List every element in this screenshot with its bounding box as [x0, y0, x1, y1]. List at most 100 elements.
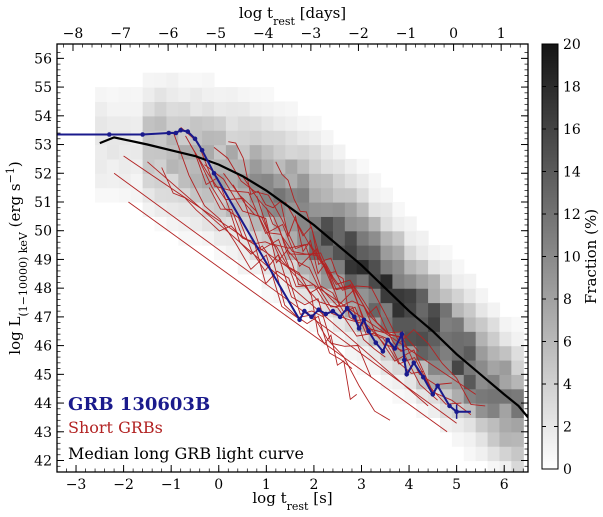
- grb-130603b-point: [173, 130, 179, 136]
- heatmap-cell: [368, 187, 382, 203]
- grb-130603b-point: [430, 392, 436, 397]
- heatmap-cell: [285, 144, 298, 160]
- heatmap-cell: [356, 158, 370, 174]
- heatmap-cell: [344, 316, 358, 332]
- heatmap-cell: [178, 216, 191, 232]
- heatmap-cell: [499, 417, 512, 433]
- short-grb-curve: [147, 161, 429, 407]
- heatmap-cell: [368, 273, 382, 289]
- heatmap-cell: [475, 359, 489, 375]
- heatmap-cell: [166, 216, 179, 232]
- heatmap-cell: [225, 173, 239, 189]
- heatmap-cell: [475, 345, 489, 361]
- heatmap-cell: [463, 417, 477, 433]
- heatmap-cell: [404, 331, 417, 347]
- x-tick-label: 6: [500, 477, 509, 493]
- short-grb-curve: [265, 207, 357, 401]
- heatmap-cell: [285, 115, 298, 131]
- heatmap-cell: [273, 130, 286, 146]
- grb-130603b-point: [309, 314, 314, 320]
- heatmap-cell: [332, 230, 346, 246]
- heatmap-cell: [297, 173, 310, 189]
- median-long-grb-curve: [99, 136, 528, 419]
- heatmap-cell: [487, 431, 501, 447]
- heatmap-cell: [368, 259, 382, 275]
- heatmap-cell: [142, 87, 156, 103]
- heatmap-cell: [95, 87, 108, 103]
- heatmap-cell: [451, 273, 465, 289]
- heatmap-cell: [463, 331, 477, 347]
- heatmap-cell: [249, 115, 263, 131]
- heatmap-cell: [225, 144, 239, 160]
- grb-130603b-point: [356, 326, 362, 331]
- heatmap-cell: [463, 374, 477, 390]
- heatmap-cell: [202, 72, 215, 88]
- heatmap-cell: [130, 173, 144, 189]
- grb-130603b-point: [421, 374, 426, 380]
- top-tick-label: 1: [497, 26, 506, 42]
- heatmap-cell: [463, 288, 477, 304]
- y-title-close: ): [6, 161, 24, 167]
- heatmap-cell: [225, 87, 239, 103]
- heatmap-cell: [95, 144, 108, 160]
- heatmap-cell: [463, 302, 477, 318]
- heatmap-cell: [511, 345, 524, 361]
- heatmap-cell: [154, 201, 168, 217]
- heatmap-cell: [487, 345, 501, 361]
- heatmap-cell: [214, 130, 227, 146]
- grb-130603b-point: [337, 314, 343, 320]
- heatmap-cell: [428, 302, 441, 318]
- heatmap-cell: [499, 331, 512, 347]
- heatmap-cell: [463, 345, 477, 361]
- heatmap-cell: [404, 259, 417, 275]
- y-axis-title: log L(1−10000) keV (erg s−1): [4, 161, 30, 354]
- y-title-unit: (erg s: [6, 183, 24, 232]
- heatmap-cell: [380, 374, 394, 390]
- heatmap-cell: [261, 87, 275, 103]
- heatmap-cell: [439, 288, 453, 304]
- heatmap-cell: [142, 101, 156, 117]
- heatmap-cell: [392, 245, 405, 261]
- colorbar-tick-label: 8: [563, 292, 572, 308]
- heatmap-cell: [392, 201, 405, 217]
- y-tick-label: 51: [34, 195, 52, 211]
- y-title-main: log L: [6, 317, 24, 355]
- heatmap-cell: [499, 374, 512, 390]
- axis-titles: log trest [s]log trest [days]log L(1−100…: [4, 4, 347, 513]
- short-grb-curve: [173, 132, 391, 421]
- heatmap-cell: [273, 230, 286, 246]
- heatmap-cell: [190, 158, 203, 174]
- heatmap-cell: [321, 173, 334, 189]
- heatmap-cell: [106, 187, 120, 203]
- heatmap-cell: [190, 87, 203, 103]
- top-tick-label: −4: [253, 26, 274, 42]
- plot-frame: [56, 43, 529, 473]
- heatmap-cell: [237, 144, 251, 160]
- heatmap-cell: [249, 144, 263, 160]
- grb-130603b-point: [352, 314, 357, 320]
- grb-130603b-point: [323, 311, 329, 317]
- heatmap-cell: [344, 230, 358, 246]
- heatmap-cell: [166, 101, 179, 117]
- heatmap-cell: [118, 130, 132, 146]
- heatmap-cell: [451, 288, 465, 304]
- x-tick-label: 0: [214, 477, 223, 493]
- heatmap-cell: [261, 144, 275, 160]
- short-grb-curve: [204, 164, 472, 415]
- heatmap-cell: [237, 158, 251, 174]
- heatmap-cell: [487, 417, 501, 433]
- heatmap-cell: [511, 417, 524, 433]
- short-grb-curve: [161, 167, 324, 318]
- heatmap-cell: [499, 446, 512, 462]
- heatmap-cell: [321, 245, 334, 261]
- heatmap-cell: [332, 316, 346, 332]
- heatmap-cell: [154, 72, 168, 88]
- heatmap-cell: [166, 158, 179, 174]
- heatmap-cell: [344, 158, 358, 174]
- heatmap-cell: [344, 216, 358, 232]
- heatmap-cell: [332, 216, 346, 232]
- heatmap-cell: [368, 359, 382, 375]
- grb-130603b-point: [178, 127, 183, 133]
- plot-border: [56, 43, 529, 473]
- heatmap-cell: [511, 388, 524, 404]
